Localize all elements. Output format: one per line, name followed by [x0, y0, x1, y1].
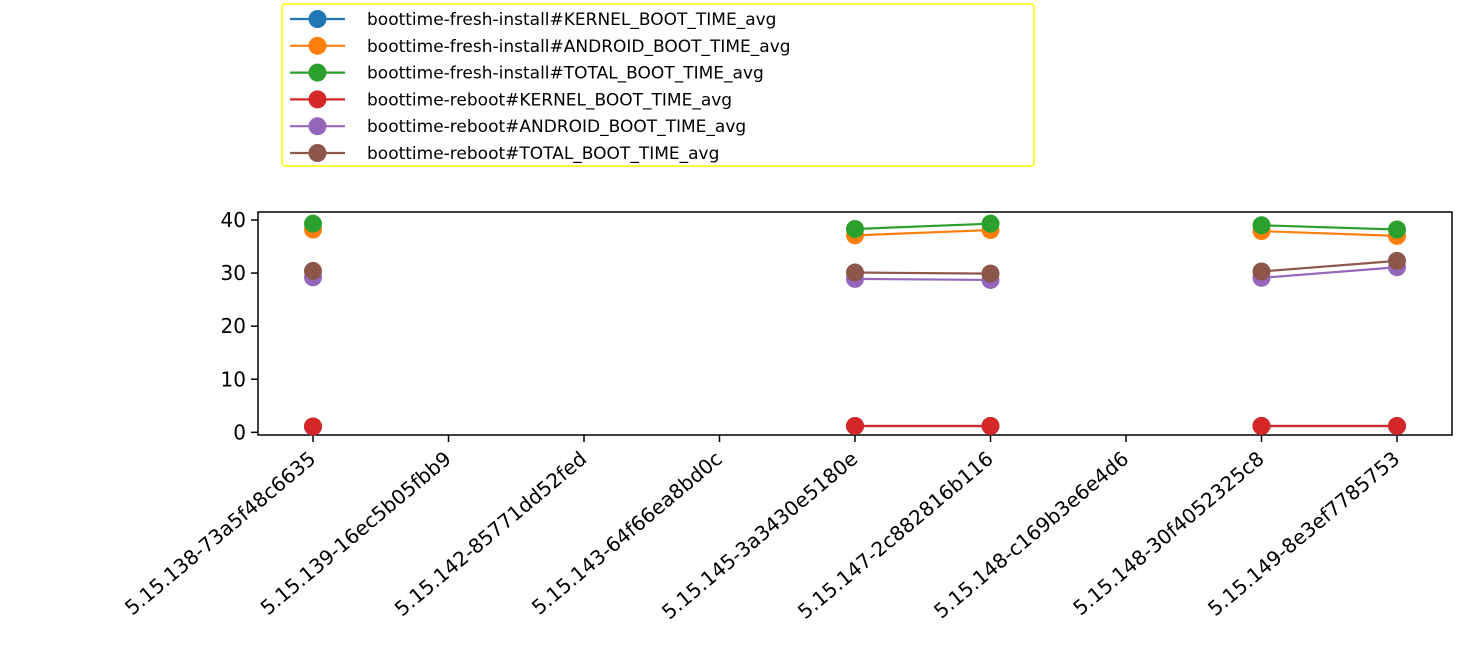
- data-point: [304, 214, 322, 233]
- legend-label: boottime-reboot#TOTAL_BOOT_TIME_avg: [367, 144, 719, 164]
- data-point: [846, 263, 864, 282]
- series-line: [854, 228, 991, 237]
- data-point: [304, 417, 322, 436]
- series-group: [304, 214, 1406, 239]
- series-line: [854, 271, 991, 275]
- data-point: [1388, 251, 1406, 270]
- y-tick-label: 10: [221, 367, 246, 391]
- legend: boottime-fresh-install#KERNEL_BOOT_TIME_…: [281, 3, 1035, 167]
- series-group: [304, 416, 1406, 436]
- legend-label: boottime-reboot#KERNEL_BOOT_TIME_avg: [367, 90, 732, 110]
- series-line: [854, 222, 991, 231]
- legend-marker: [308, 36, 327, 55]
- legend-label: boottime-fresh-install#TOTAL_BOOT_TIME_a…: [367, 64, 764, 84]
- series-line: [1261, 230, 1398, 237]
- legend-marker: [308, 63, 327, 82]
- y-tick-label: 0: [233, 420, 246, 444]
- data-point: [1252, 416, 1271, 435]
- data-point: [981, 264, 1000, 283]
- y-tick-label: 40: [221, 208, 246, 232]
- legend-marker: [308, 117, 327, 136]
- data-point: [846, 416, 864, 435]
- y-tick-label: 30: [221, 261, 246, 285]
- data-point: [1252, 216, 1271, 235]
- legend-label: boottime-fresh-install#KERNEL_BOOT_TIME_…: [367, 10, 776, 30]
- data-point: [981, 214, 1000, 233]
- axes-frame: [257, 211, 1453, 436]
- series-line: [854, 277, 991, 282]
- data-point: [304, 261, 322, 280]
- plot-area: 0102030405.15.138-73a5f48c66355.15.139-1…: [120, 208, 1453, 624]
- series-line: [1261, 224, 1398, 231]
- legend-marker: [308, 10, 327, 28]
- data-point: [1252, 262, 1271, 281]
- series-line: [1261, 259, 1398, 273]
- series-line: [1261, 266, 1398, 279]
- data-point: [981, 416, 1000, 435]
- legend-label: boottime-reboot#ANDROID_BOOT_TIME_avg: [367, 117, 746, 137]
- y-tick-label: 20: [221, 314, 246, 338]
- legend-label: boottime-fresh-install#ANDROID_BOOT_TIME…: [367, 37, 791, 57]
- legend-frame: [281, 3, 1035, 167]
- series-group: [304, 251, 1406, 283]
- legend-marker: [308, 90, 327, 109]
- data-point: [1388, 416, 1406, 435]
- data-point: [846, 219, 864, 238]
- data-point: [1388, 220, 1406, 239]
- legend-marker: [308, 144, 327, 162]
